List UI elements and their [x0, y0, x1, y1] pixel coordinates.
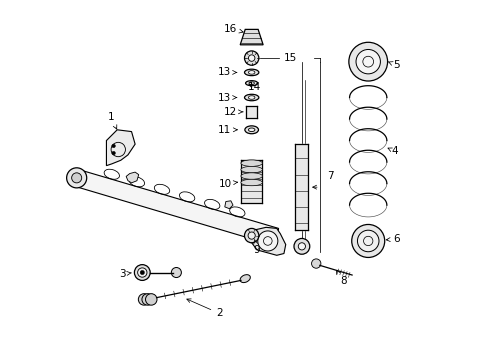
Text: 8: 8 [336, 270, 346, 286]
Text: 1: 1 [107, 112, 117, 129]
Ellipse shape [241, 160, 262, 166]
Circle shape [311, 259, 320, 268]
Text: 11: 11 [217, 125, 237, 135]
Text: 12: 12 [224, 107, 243, 117]
Circle shape [293, 238, 309, 254]
Circle shape [351, 225, 384, 257]
Text: 14: 14 [247, 82, 261, 92]
Circle shape [66, 168, 86, 188]
Ellipse shape [248, 128, 254, 132]
Circle shape [257, 231, 277, 251]
Circle shape [112, 144, 115, 148]
Ellipse shape [241, 173, 262, 179]
Ellipse shape [241, 179, 262, 186]
Text: 16: 16 [223, 24, 243, 34]
Circle shape [298, 243, 305, 250]
Text: 13: 13 [217, 93, 236, 103]
Circle shape [248, 55, 254, 61]
Text: 13: 13 [217, 67, 236, 77]
Polygon shape [126, 172, 139, 183]
Ellipse shape [244, 69, 258, 76]
Circle shape [355, 49, 380, 74]
Circle shape [247, 232, 255, 239]
Circle shape [244, 228, 258, 243]
Ellipse shape [244, 126, 258, 134]
Text: 2: 2 [186, 299, 222, 318]
Circle shape [134, 265, 150, 280]
Text: 4: 4 [387, 146, 397, 156]
Circle shape [112, 151, 115, 155]
Polygon shape [249, 227, 285, 255]
Text: 3: 3 [119, 269, 131, 279]
Text: 7: 7 [326, 171, 333, 181]
Polygon shape [106, 130, 135, 166]
Circle shape [137, 268, 147, 277]
Text: 5: 5 [387, 60, 399, 70]
Text: 15: 15 [284, 53, 297, 63]
Circle shape [140, 270, 144, 275]
Polygon shape [78, 169, 278, 246]
Circle shape [244, 51, 258, 65]
Text: 6: 6 [386, 234, 399, 244]
Ellipse shape [248, 71, 254, 74]
Ellipse shape [245, 81, 257, 86]
Ellipse shape [240, 275, 250, 283]
Polygon shape [224, 201, 233, 209]
Circle shape [145, 294, 157, 305]
Circle shape [357, 230, 378, 252]
Circle shape [142, 294, 153, 305]
Circle shape [138, 294, 149, 305]
Ellipse shape [241, 166, 262, 173]
Circle shape [348, 42, 387, 81]
Ellipse shape [248, 82, 254, 85]
Text: 9: 9 [253, 239, 260, 255]
Ellipse shape [244, 94, 258, 101]
Text: 10: 10 [218, 179, 237, 189]
Ellipse shape [248, 96, 254, 99]
Polygon shape [240, 30, 263, 45]
Circle shape [171, 267, 181, 278]
Circle shape [72, 173, 81, 183]
